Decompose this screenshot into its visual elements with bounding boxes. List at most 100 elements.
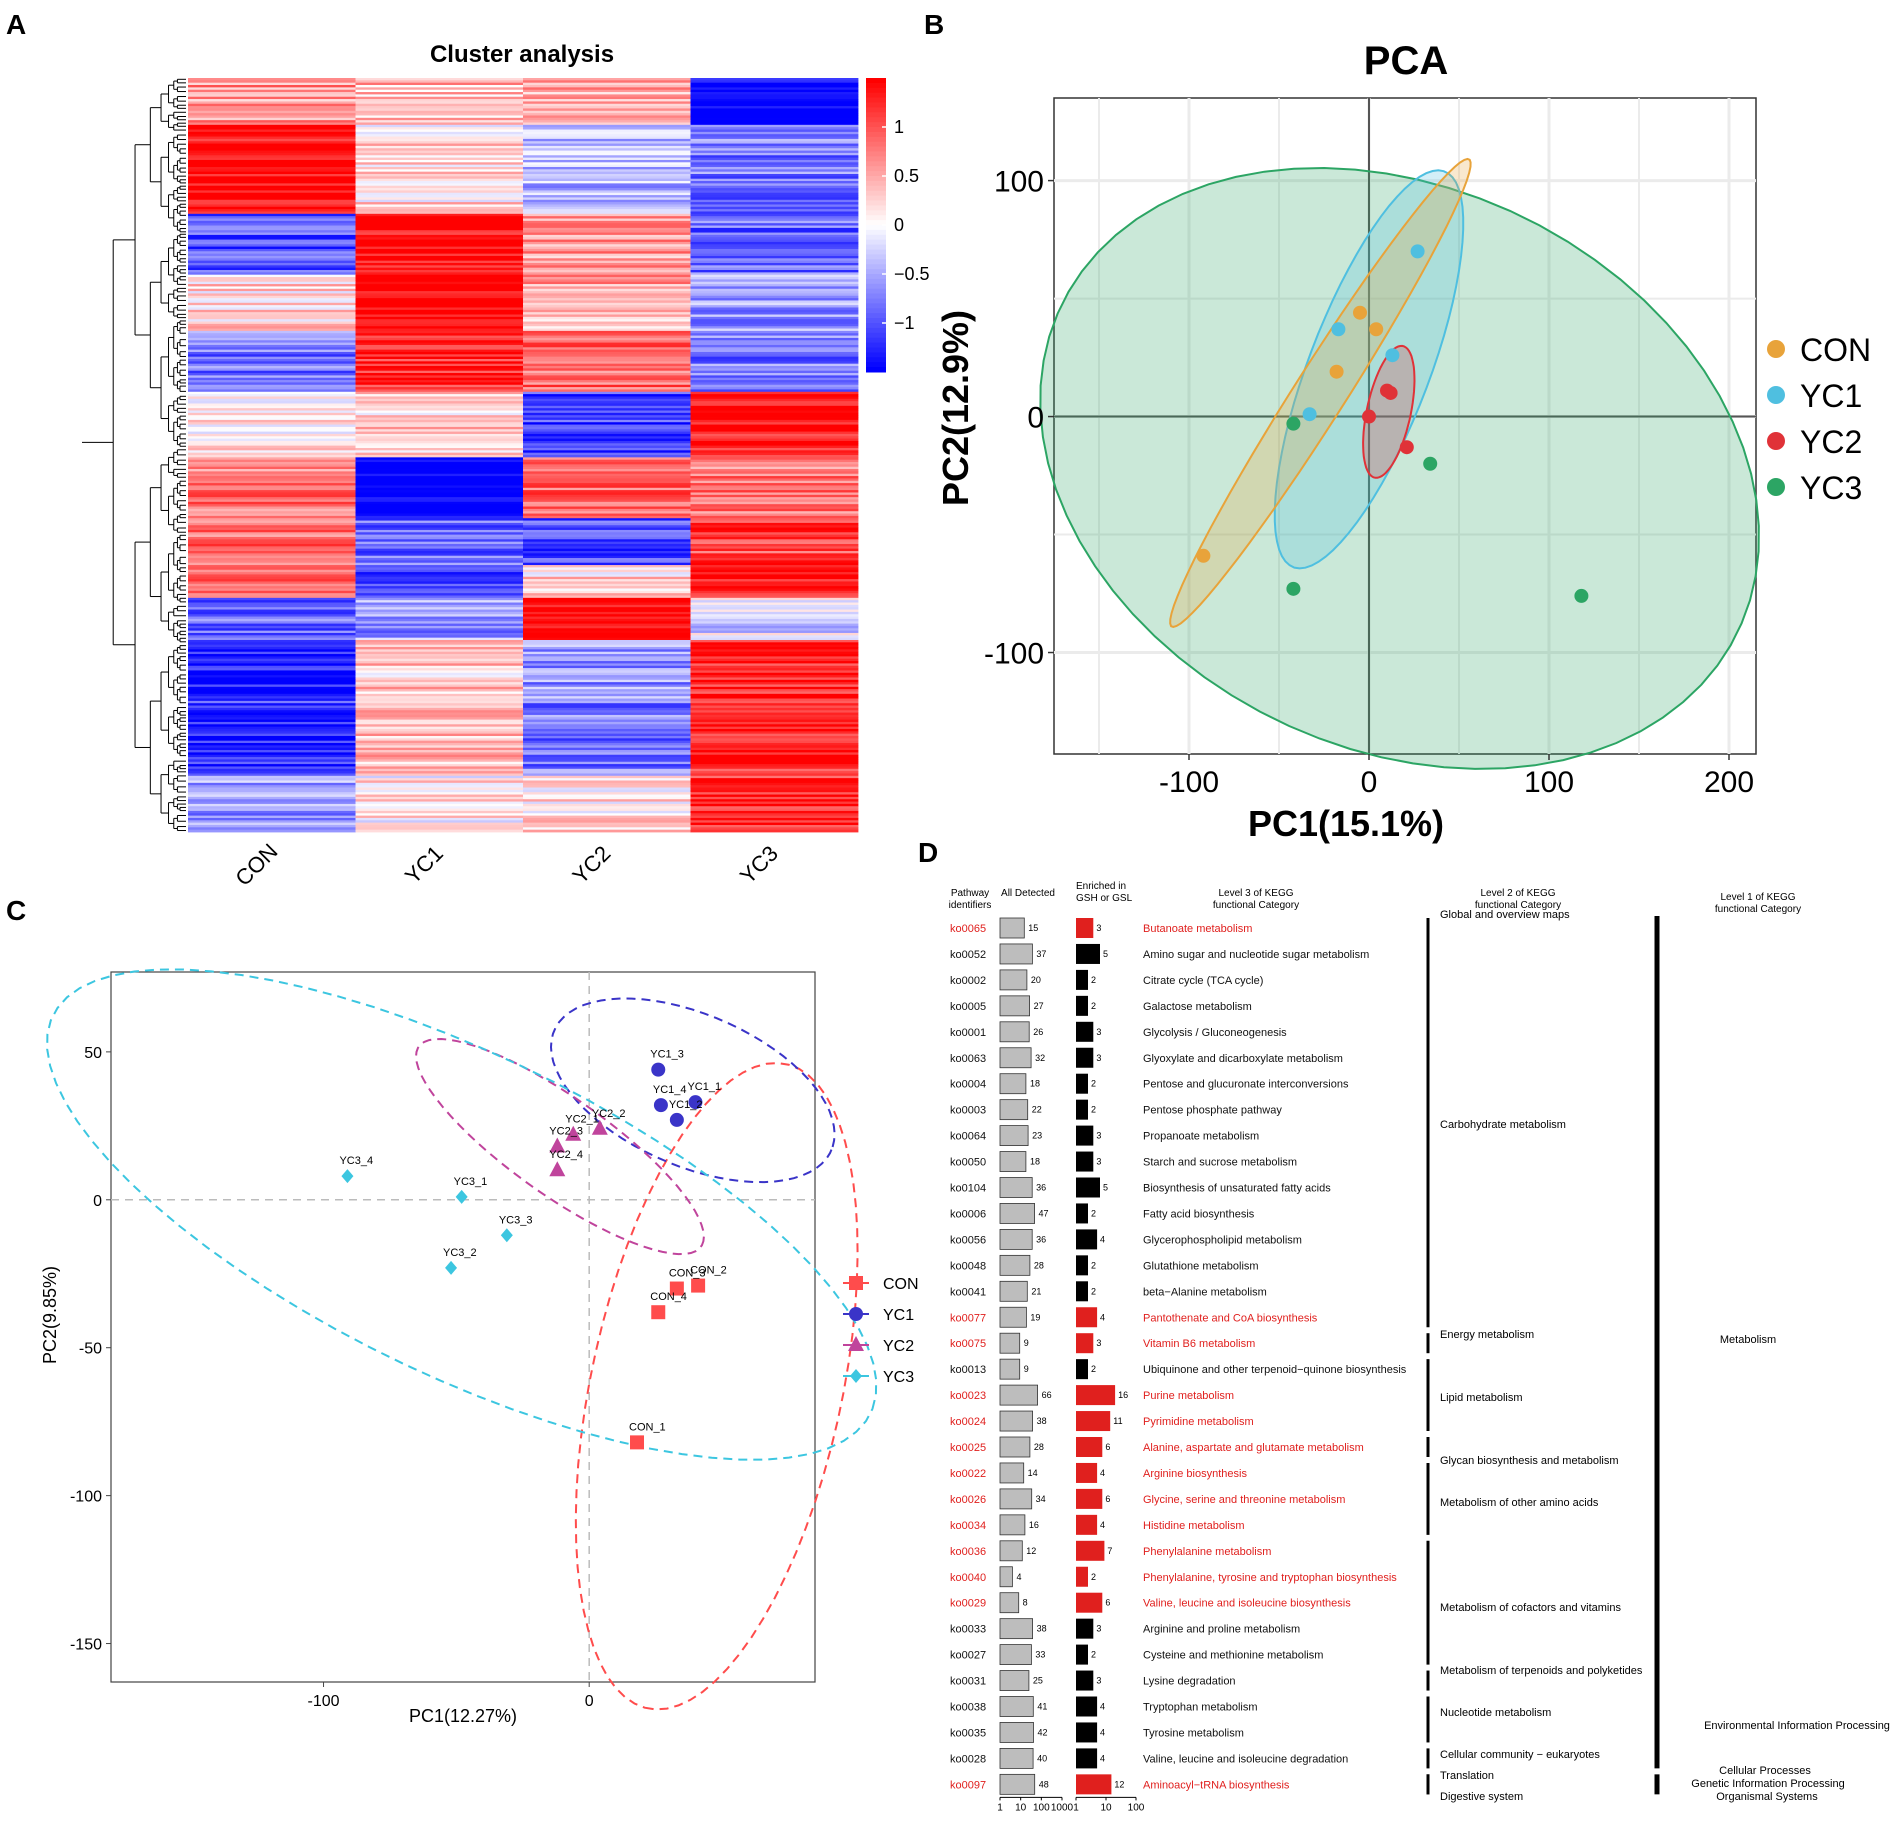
level2-label: Energy metabolism: [1440, 1329, 1534, 1341]
heatmap-cell: [188, 218, 356, 222]
heatmap-cell: [355, 492, 524, 496]
heatmap-cell: [523, 319, 691, 322]
heatmap-cell: [188, 225, 356, 229]
heatmap-cell: [188, 209, 356, 212]
colorbar-segment: [866, 357, 886, 363]
heatmap-cell: [690, 743, 859, 746]
heatmap-cell: [690, 171, 859, 175]
heatmap-cell: [355, 623, 524, 627]
heatmap-cell: [690, 520, 859, 524]
heatmap-cell: [523, 358, 691, 362]
heatmap-cell: [355, 368, 524, 372]
pca-b-point-yc3: [1574, 588, 1589, 603]
heatmap-cell: [188, 326, 356, 329]
pathway-name: Pentose and glucuronate interconversions: [1143, 1079, 1349, 1091]
heatmap-cell: [523, 810, 691, 814]
heatmap-cell: [523, 534, 691, 538]
pathway-id: ko0005: [950, 1001, 986, 1013]
heatmap-cell: [690, 581, 859, 585]
heatmap-cell: [690, 108, 859, 112]
heatmap-cell: [188, 277, 356, 280]
heatmap-cell: [188, 192, 356, 196]
heatmap-cell: [690, 255, 859, 259]
heatmap-cell: [188, 337, 356, 341]
heatmap-cell: [355, 136, 524, 140]
heatmap-cell: [690, 642, 859, 646]
colorbar-segment: [866, 278, 886, 285]
heatmap-cell: [690, 478, 859, 482]
heatmap-cell: [523, 433, 691, 437]
heatmap-cell: [188, 656, 356, 660]
level2-label: Metabolism of other amino acids: [1440, 1497, 1599, 1509]
all-detected-bar: [999, 1748, 1034, 1769]
level2-label: Translation: [1440, 1770, 1494, 1782]
heatmap-cell: [188, 824, 356, 828]
legend-label: YC3: [1800, 470, 1862, 506]
heatmap-cell: [188, 291, 356, 294]
heatmap-cell: [355, 822, 524, 826]
heatmap-cell: [355, 260, 524, 264]
heatmap-cell: [355, 501, 524, 505]
heatmap-cell: [355, 429, 524, 432]
heatmap-cell: [690, 433, 859, 437]
heatmap-cell: [188, 459, 356, 463]
heatmap-cell: [188, 536, 356, 540]
heatmap-cell: [188, 771, 356, 774]
heatmap-cell: [690, 665, 859, 669]
heatmap-cell: [523, 801, 691, 805]
enriched-value: 12: [1114, 1779, 1124, 1789]
heatmap-cell: [355, 691, 524, 695]
heatmap-cell: [355, 169, 524, 173]
enriched-bar: [1076, 1566, 1088, 1587]
heatmap-cell: [690, 85, 859, 88]
heatmap-cell: [523, 155, 691, 159]
heatmap-cell: [690, 440, 859, 444]
heatmap-cell: [523, 728, 691, 732]
heatmap-cell: [188, 199, 356, 203]
heatmap-cell: [188, 89, 356, 93]
heatmap-cell: [523, 539, 691, 543]
heatmap-cell: [188, 532, 356, 536]
colorbar-segment: [866, 347, 886, 353]
enriched-value: 5: [1103, 1183, 1108, 1193]
heatmap-cell: [523, 225, 691, 229]
pathway-id: ko0024: [950, 1416, 986, 1428]
heatmap-cell: [523, 462, 691, 465]
heatmap-cell: [690, 150, 859, 154]
heatmap-cell: [355, 349, 524, 353]
pathway-name: Valine, leucine and isoleucine biosynthe…: [1143, 1598, 1351, 1610]
heatmap-cell: [690, 457, 859, 461]
heatmap-cell: [188, 764, 356, 767]
heatmap-cell: [690, 714, 859, 718]
heatmap-cell: [690, 639, 859, 643]
heatmap-cell: [188, 668, 356, 671]
heatmap-cell: [355, 639, 524, 643]
heatmap-cell: [188, 696, 356, 699]
heatmap-cell: [188, 347, 356, 351]
heatmap-cell: [355, 656, 524, 660]
heatmap-cell: [523, 796, 691, 800]
heatmap-cell: [188, 232, 356, 236]
heatmap-cell: [690, 803, 859, 807]
enriched-bar: [1076, 1359, 1088, 1380]
heatmap-cell: [523, 260, 691, 264]
heatmap-cell: [523, 766, 691, 770]
heatmap-cell: [188, 480, 356, 484]
heatmap-cell: [188, 405, 356, 409]
colorbar-segment: [866, 220, 886, 226]
heatmap-cell: [188, 560, 356, 564]
heatmap-cell: [188, 693, 356, 697]
heatmap-cell: [355, 358, 524, 362]
heatmap-cell: [523, 822, 691, 826]
heatmap-cell: [355, 436, 524, 440]
heatmap-cell: [690, 262, 859, 266]
heatmap-cell: [690, 637, 859, 641]
header-level3: functional Category: [1213, 900, 1299, 911]
heatmap-cell: [355, 197, 524, 201]
colorbar-segment: [866, 337, 886, 344]
heatmap-cell: [188, 602, 356, 606]
heatmap-cell: [355, 206, 524, 210]
heatmap-cell: [690, 321, 859, 325]
heatmap-cell: [355, 735, 524, 739]
heatmap-cell: [523, 808, 691, 812]
